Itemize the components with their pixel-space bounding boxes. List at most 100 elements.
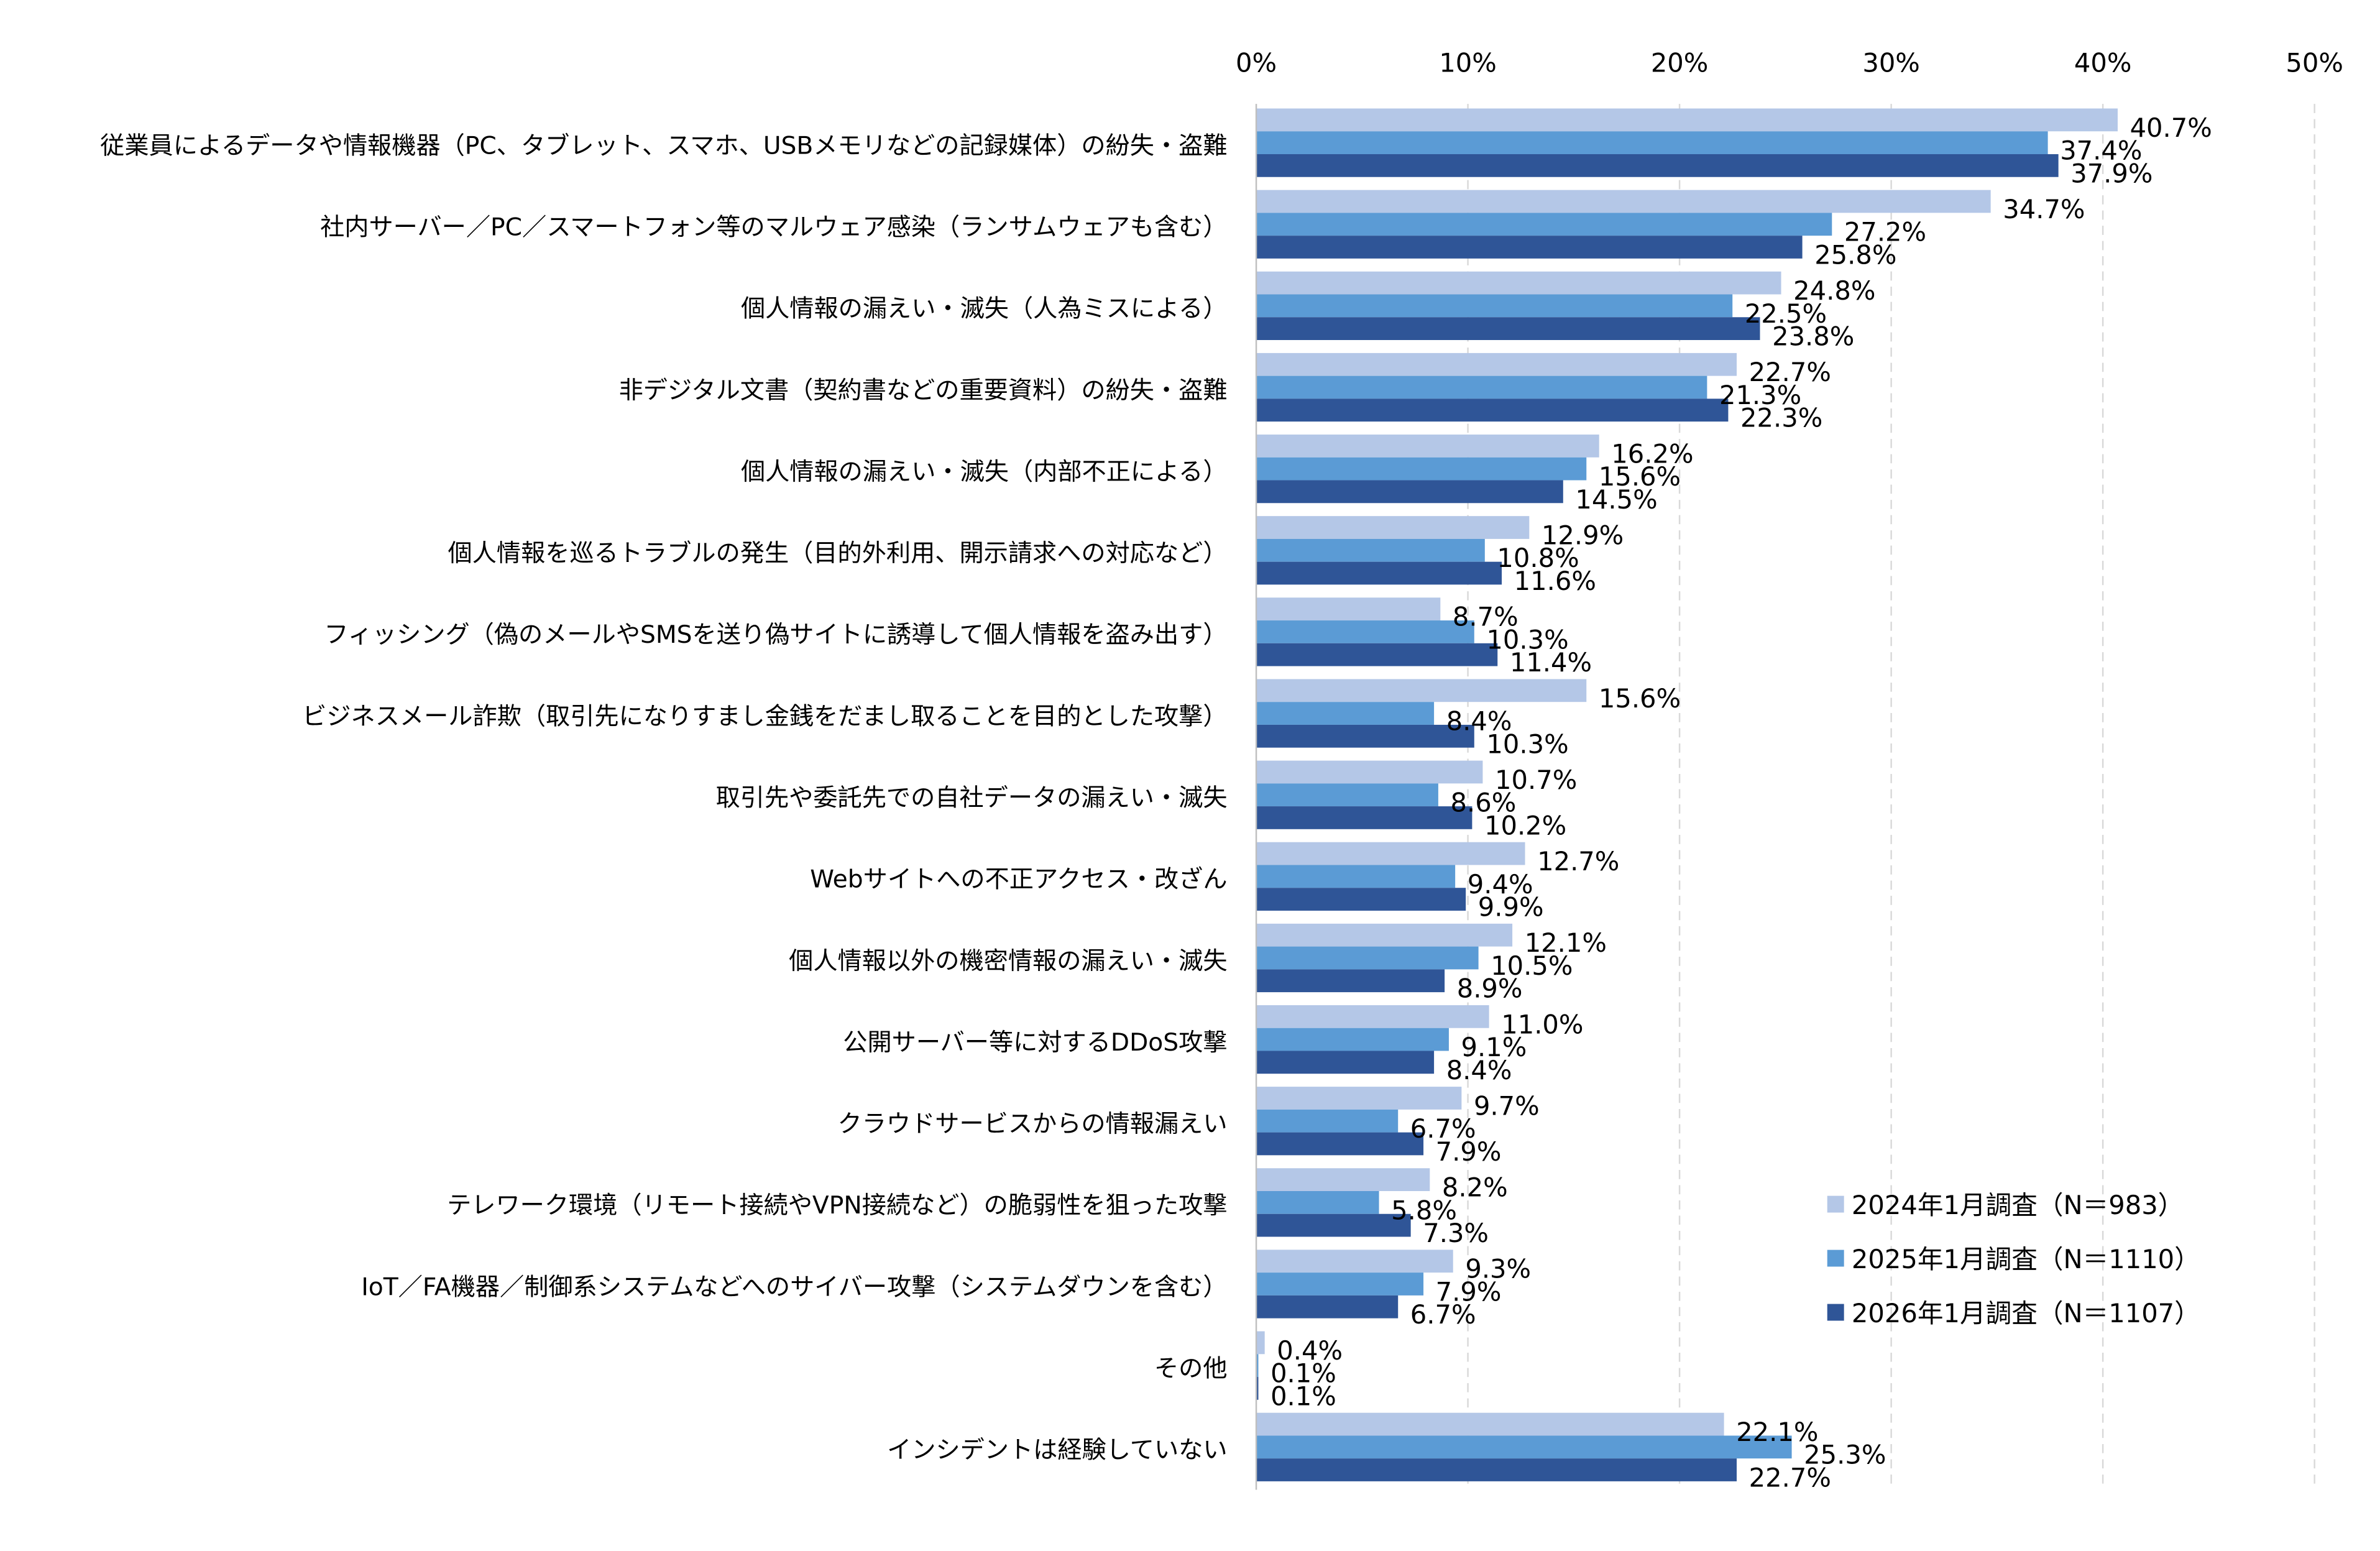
x-tick-label: 0% [1236,48,1277,78]
data-label: 7.9% [1436,1276,1502,1307]
bar [1256,1132,1424,1156]
bar [1256,131,2048,154]
x-tick-label: 30% [1862,48,1920,78]
data-label: 25.3% [1804,1440,1886,1470]
data-label: 8.2% [1442,1172,1508,1203]
data-label: 22.7% [1749,1462,1831,1493]
bar [1256,561,1502,585]
data-label: 8.6% [1451,788,1517,818]
data-label: 9.9% [1478,892,1544,923]
bar [1256,1028,1449,1051]
bar [1256,457,1587,481]
legend-swatch [1827,1250,1844,1267]
legend-swatch [1827,1304,1844,1321]
bar [1256,352,1737,376]
bar [1256,1435,1792,1459]
data-label: 12.9% [1541,520,1624,550]
bars [1256,108,2118,1481]
data-label: 14.5% [1575,484,1657,515]
bar [1256,969,1445,993]
category-label: 従業員によるデータや情報機器（PC、タブレット、スマホ、USBメモリなどの記録媒… [100,132,1227,160]
bar [1256,842,1525,865]
bar [1256,888,1466,911]
category-label: IoT／FA機器／制御系システムなどへのサイバー攻撃（システムダウンを含む） [361,1273,1227,1301]
bar [1256,317,1760,341]
category-label: 個人情報を巡るトラブルの発生（目的外利用、開示請求への対応など） [448,540,1228,568]
bar [1256,435,1599,458]
data-label: 15.6% [1599,683,1681,714]
bar [1256,1295,1399,1319]
category-labels: 従業員によるデータや情報機器（PC、タブレット、スマホ、USBメモリなどの記録媒… [100,132,1227,1464]
category-label: テレワーク環境（リモート接続やVPN接続など）の脆弱性を狙った攻撃 [447,1192,1227,1220]
data-label: 34.7% [2003,194,2085,224]
bar [1256,946,1479,970]
data-label: 10.7% [1495,765,1577,795]
bar [1256,1109,1399,1133]
x-tick-label: 50% [2286,48,2343,78]
bar [1256,724,1474,748]
category-label: フィッシング（偽のメールやSMSを送り偽サイトに誘導して個人情報を盗み出す） [324,621,1227,649]
data-label: 11.0% [1501,1009,1583,1039]
legend-label: 2025年1月調査（N＝1110） [1852,1244,2200,1274]
data-label: 6.7% [1410,1113,1476,1144]
bar [1256,1331,1265,1355]
bar [1256,236,1803,259]
data-label: 37.9% [2070,158,2153,188]
bar [1256,1250,1453,1273]
bar [1256,702,1435,725]
bar [1256,538,1485,562]
category-label: Webサイトへの不正アクセス・改ざん [810,866,1227,894]
bar [1256,865,1456,888]
bar [1256,398,1729,422]
category-label: ビジネスメール詐欺（取引先になりすまし金銭をだまし取ることを目的とした攻撃） [302,702,1227,730]
category-label: 個人情報以外の機密情報の漏えい・滅失 [789,947,1227,975]
data-labels: 40.7%37.4%37.9% 34.7% 27.2%25.8% 24.8%22.5%… [1270,113,2212,1493]
data-label: 0.1% [1270,1381,1336,1411]
data-label: 11.6% [1514,566,1596,596]
data-label: 15.6% [1599,461,1681,492]
data-label: 7.3% [1423,1218,1489,1248]
bar [1256,1273,1424,1296]
data-label: 37.4% [2060,136,2142,166]
x-tick-label: 10% [1439,48,1497,78]
data-label: 10.8% [1497,543,1579,573]
data-label: 9.7% [1474,1090,1540,1121]
data-label: 0.4% [1277,1335,1343,1366]
data-label: 8.4% [1446,1055,1512,1085]
bar [1256,271,1781,295]
bar [1256,1051,1435,1074]
bar [1256,679,1587,702]
data-label: 10.2% [1484,810,1566,840]
bar [1256,480,1563,504]
data-label: 40.7% [2130,113,2212,143]
legend: 2024年1月調査（N＝983） 2025年1月調査（N＝1110） 2026年1月… [1827,1190,2200,1328]
data-label: 10.5% [1491,950,1573,981]
bar [1256,1168,1430,1192]
category-label: 非デジタル文書（契約書などの重要資料）の紛失・盗難 [619,377,1228,405]
bar [1256,213,1832,236]
category-label: 個人情報の漏えい・滅失（内部不正による） [741,458,1228,486]
data-label: 10.3% [1486,729,1568,759]
bar [1256,923,1513,947]
bar [1256,643,1498,666]
x-tick-label: 20% [1651,48,1709,78]
category-label: 社内サーバー／PC／スマートフォン等のマルウェア感染（ランサムウェアも含む） [320,214,1227,242]
bar [1256,620,1474,643]
data-label: 5.8% [1391,1195,1457,1225]
legend-label: 2026年1月調査（N＝1107） [1852,1298,2200,1328]
bar [1256,1412,1724,1436]
bar [1256,1458,1737,1481]
category-label: クラウドサービスからの情報漏えい [838,1110,1228,1138]
bar [1256,1354,1259,1378]
data-label: 22.5% [1745,298,1827,329]
bar [1256,154,2059,177]
bar [1256,190,1991,213]
data-label: 12.7% [1537,846,1619,877]
bar [1256,1213,1411,1237]
legend-swatch [1827,1195,1844,1213]
data-label: 7.9% [1436,1136,1502,1167]
data-label: 6.7% [1410,1299,1476,1330]
bar [1256,1377,1259,1400]
data-label: 22.1% [1736,1417,1818,1447]
